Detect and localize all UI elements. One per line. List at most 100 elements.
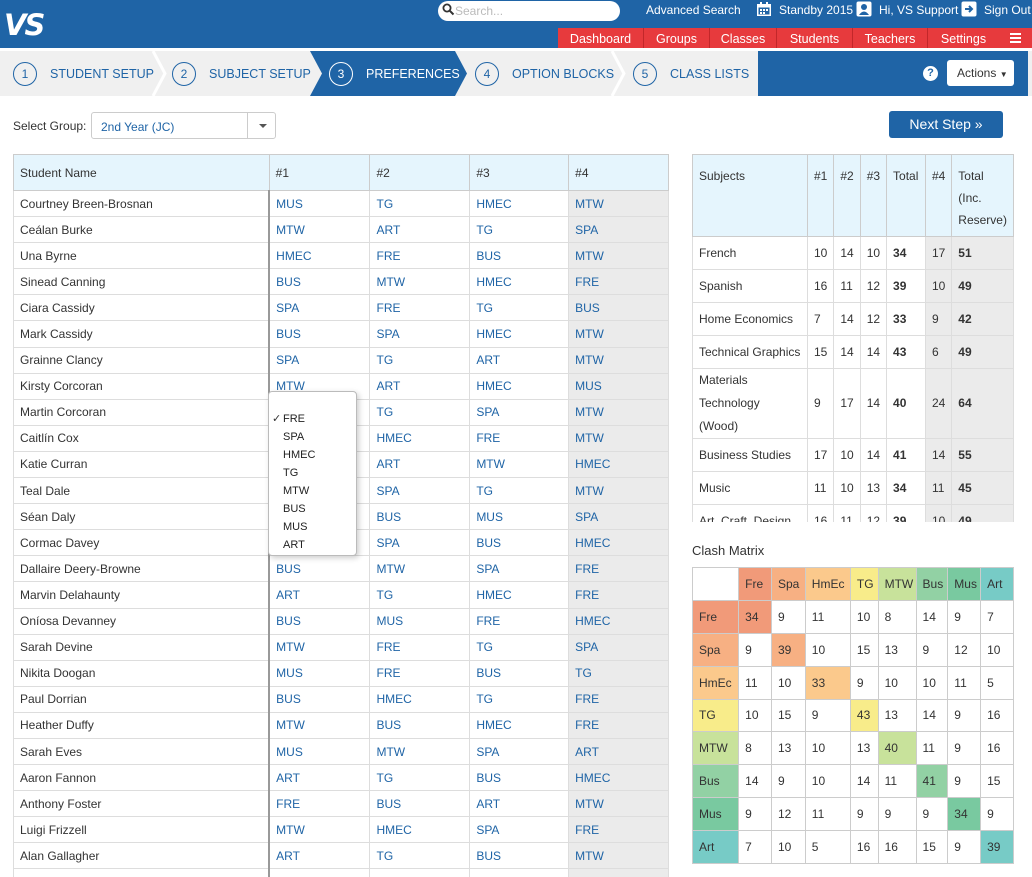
help-icon[interactable]: ? (923, 66, 938, 81)
dropdown-option-spa[interactable]: SPA (283, 431, 305, 443)
preference-cell[interactable]: SPA (269, 294, 371, 322)
preference-cell[interactable]: MTW (568, 842, 669, 870)
preference-cell[interactable]: HMEC (469, 320, 570, 348)
preference-cell[interactable]: MUS (369, 608, 471, 635)
preference-cell[interactable]: MTW (568, 477, 669, 505)
preference-cell[interactable]: ART (269, 764, 371, 792)
preference-cell[interactable]: TG (369, 764, 471, 792)
preference-cell[interactable]: MTW (568, 190, 669, 218)
dropdown-option-fre[interactable]: FRE (283, 413, 305, 425)
preference-cell[interactable]: SPA (369, 320, 471, 348)
actions-button[interactable]: Actions ▼ (947, 60, 1014, 86)
nav-settings[interactable]: Settings (927, 28, 999, 48)
dropdown-option-hmec[interactable]: HMEC (283, 449, 316, 461)
preference-cell[interactable]: HMEC (469, 712, 570, 739)
app-logo[interactable]: VS (4, 8, 45, 42)
next-step-button[interactable]: Next Step » (889, 111, 1003, 138)
dropdown-option-mtw[interactable]: MTW (283, 485, 310, 497)
preference-cell[interactable]: ART (369, 373, 471, 400)
wizard-step-option-blocks[interactable]: 4 OPTION BLOCKS (475, 51, 614, 96)
preference-cell[interactable]: SPA (469, 555, 570, 583)
preference-cell[interactable] (469, 868, 570, 877)
preference-cell[interactable] (369, 868, 471, 877)
preference-cell[interactable]: FRE (269, 790, 371, 818)
preference-cell[interactable]: MTW (269, 634, 371, 661)
preference-cell[interactable]: TG (369, 190, 471, 218)
preference-cell[interactable]: MTW (269, 216, 371, 244)
preference-cell[interactable]: FRE (369, 294, 471, 322)
chevron-down-icon[interactable] (247, 113, 276, 138)
preference-cell[interactable]: BUS (469, 529, 570, 557)
wizard-step-subject-setup[interactable]: 2 SUBJECT SETUP (172, 51, 311, 96)
preference-cell[interactable]: BUS (269, 555, 371, 583)
preference-cell[interactable]: FRE (568, 555, 669, 583)
preference-cell[interactable]: HMEC (469, 190, 570, 218)
hamburger-menu-icon[interactable] (999, 28, 1032, 48)
nav-teachers[interactable]: Teachers (852, 28, 927, 48)
standby-selector[interactable]: Standby 2015 (779, 3, 854, 17)
wizard-step-student-setup[interactable]: 1 STUDENT SETUP (13, 51, 154, 96)
dropdown-option-bus[interactable]: BUS (283, 503, 306, 515)
preference-cell[interactable]: FRE (568, 712, 669, 739)
preference-cell[interactable]: TG (469, 216, 570, 244)
preference-cell[interactable]: BUS (269, 608, 371, 635)
preference-cell[interactable]: HMEC (469, 268, 570, 296)
preference-cell[interactable]: BUS (369, 790, 471, 818)
preference-cell[interactable]: SPA (469, 816, 570, 844)
preference-cell[interactable]: HMEC (568, 529, 669, 557)
preference-cell[interactable] (568, 868, 669, 877)
preference-cell[interactable]: TG (369, 399, 471, 426)
preference-cell[interactable]: HMEC (469, 581, 570, 609)
column-header[interactable]: #1 (268, 154, 371, 191)
preference-cell[interactable]: BUS (469, 842, 570, 870)
preference-cell[interactable]: FRE (568, 816, 669, 844)
preference-cell[interactable]: ART (369, 451, 471, 479)
preference-cell[interactable]: HMEC (469, 373, 570, 400)
preference-cell[interactable]: HMEC (568, 608, 669, 635)
preference-cell[interactable]: TG (469, 686, 570, 713)
preference-cell[interactable]: MTW (568, 347, 669, 374)
preference-cell[interactable]: MTW (568, 425, 669, 452)
preference-cell[interactable]: FRE (568, 686, 669, 713)
preference-cell[interactable]: BUS (369, 712, 471, 739)
advanced-search-link[interactable]: Advanced Search (646, 3, 741, 17)
preference-cell[interactable]: ART (269, 842, 371, 870)
preference-cell[interactable]: SPA (469, 738, 570, 766)
preference-cell[interactable]: MTW (369, 555, 471, 583)
preference-cell[interactable]: FRE (568, 581, 669, 609)
preference-cell[interactable]: TG (469, 294, 570, 322)
preference-cell[interactable]: SPA (568, 634, 669, 661)
preference-cell[interactable]: MTW (568, 399, 669, 426)
nav-dashboard[interactable]: Dashboard (558, 28, 643, 48)
dropdown-option-tg[interactable]: TG (283, 467, 299, 479)
dropdown-option-art[interactable]: ART (283, 539, 305, 551)
column-header[interactable]: #3 (469, 154, 570, 191)
preference-cell[interactable]: MUS (568, 373, 669, 400)
preference-cell[interactable]: FRE (369, 242, 471, 270)
preference-cell[interactable]: HMEC (269, 242, 371, 270)
preference-cell[interactable]: ART (469, 347, 570, 374)
preference-cell[interactable]: HMEC (568, 451, 669, 479)
preference-cell[interactable]: HMEC (568, 764, 669, 792)
preference-cell[interactable]: SPA (568, 503, 669, 531)
preference-cell[interactable]: HMEC (369, 816, 471, 844)
preference-cell[interactable]: TG (469, 634, 570, 661)
search-box[interactable]: Search... (438, 1, 620, 21)
preference-cell[interactable]: MTW (369, 738, 471, 766)
preference-dropdown[interactable]: ✓ FRE SPA HMEC TG MTW BUS MUS ART (268, 391, 357, 556)
user-greeting[interactable]: Hi, VS Support (879, 3, 959, 17)
nav-classes[interactable]: Classes (709, 28, 776, 48)
preference-cell[interactable]: MTW (568, 242, 669, 270)
preference-cell[interactable]: BUS (369, 503, 471, 531)
preference-cell[interactable]: MTW (568, 320, 669, 348)
preference-cell[interactable]: MTW (469, 451, 570, 479)
preference-cell[interactable]: SPA (369, 477, 471, 505)
nav-groups[interactable]: Groups (643, 28, 709, 48)
search-input[interactable]: Search... (455, 4, 504, 18)
preference-cell[interactable]: SPA (568, 216, 669, 244)
preference-cell[interactable]: FRE (568, 268, 669, 296)
dropdown-option-mus[interactable]: MUS (283, 521, 308, 533)
preference-cell[interactable]: SPA (369, 529, 471, 557)
preference-cell[interactable]: BUS (269, 686, 371, 713)
preference-cell[interactable]: MTW (269, 816, 371, 844)
